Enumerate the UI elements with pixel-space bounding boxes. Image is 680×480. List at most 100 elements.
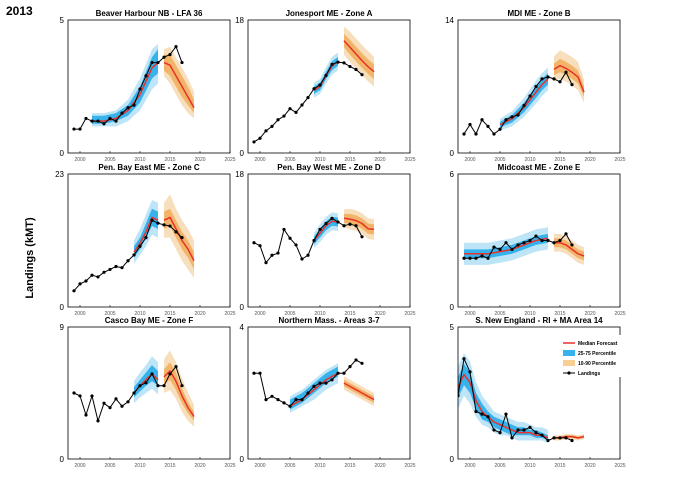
axes-frame [67,173,231,308]
landings-point [522,103,526,108]
landings-point [312,87,316,91]
x-tick-label: 2000 [74,157,85,163]
landings-point [558,436,562,440]
x-tick-label: 2005 [284,463,295,469]
y-tick-label: 0 [450,455,455,464]
landings-point [72,391,76,395]
landings-point [288,404,292,408]
axes-frame [247,326,411,460]
landings-point [480,412,484,416]
forecast-median-line [163,370,195,417]
x-tick-label: 2010 [134,463,145,469]
landings-point [348,222,352,226]
landings-point [96,119,100,123]
panel-title: Casco Bay ME - Zone F [105,316,194,325]
landings-point [516,113,520,117]
landings-point [294,110,298,114]
axes-frame [457,173,621,308]
landings-point [300,257,304,261]
landings-point [162,55,166,59]
landings-point [504,412,508,416]
x-tick-label: 2010 [524,463,535,469]
landings-point [156,60,160,65]
y-tick-label: 0 [60,455,65,464]
plot-area [72,350,195,427]
panel-title: MDI ME - Zone B [507,9,570,18]
landings-point [558,238,562,243]
landings-point [258,371,262,375]
landings-point [78,127,82,131]
panel-title: Pen. Bay East ME - Zone C [98,163,200,172]
landings-point [270,124,274,128]
plot-area [462,227,585,265]
landings-point [162,223,166,227]
landings-point [150,218,154,222]
y-tick-label: 0 [450,149,455,158]
axes-frame [247,173,411,308]
hindcast-median-line [464,237,549,255]
x-tick-label: 2005 [104,157,115,163]
x-tick-label: 2000 [74,311,85,317]
x-tick-label: 2025 [614,311,625,317]
landings-point [330,216,334,220]
landings-point [90,273,94,277]
panel-3: MDI ME - Zone B 14 0 2000 2005 2010 2015 2020 20… [445,9,626,163]
landings-point [510,436,514,440]
landings-point [552,436,556,440]
legend-swatch-landings-marker [567,371,571,375]
landings-point [312,238,316,243]
y-tick-label: 0 [60,303,65,312]
plot-area [458,353,585,444]
x-tick-label: 2000 [254,463,265,469]
landings-point [174,230,178,234]
landings-point [138,244,142,248]
landings-point [78,282,82,286]
forecast-median-line [553,64,585,93]
x-tick-label: 2010 [524,311,535,317]
landings-point [342,61,346,65]
forecast-25-75-band [164,208,194,270]
landings-point [168,372,172,376]
hindcast-10-90-band [458,353,548,444]
panel-2: Jonesport ME - Zone A 18 0 2000 2005 2010 2015… [235,9,416,163]
landings-point [522,241,526,245]
y-tick-label: 18 [235,170,244,179]
legend-label: Median Forecast [578,341,618,347]
landings-point [504,118,508,122]
x-tick-label: 2010 [314,311,325,317]
landings-point [540,433,544,437]
landings-point [318,227,322,232]
landings-point [570,83,574,87]
x-tick-label: 2025 [404,463,415,469]
x-tick-label: 2020 [374,311,385,317]
landings-line [253,61,363,143]
hindcast-25-75-band [92,49,158,124]
x-tick-label: 2010 [134,157,145,163]
panel-6: Midcoast ME - Zone E 6 0 2000 2005 2010 2015 20… [450,163,626,317]
forecast-median-line [554,241,585,257]
figure-title: 2013 [6,4,33,18]
landings-point [126,259,130,263]
axes-frame [457,19,621,154]
landings-point [252,241,256,245]
landings-point [78,394,82,398]
landings-point [264,261,268,265]
landings-point [468,370,472,374]
landings-point [180,60,184,65]
x-tick-label: 2010 [524,157,535,163]
landings-point [174,45,178,49]
x-tick-label: 2005 [284,311,295,317]
landings-point [552,241,556,245]
landings-point [474,132,478,136]
landings-point [480,118,484,122]
landings-point [462,357,466,361]
landings-point [132,103,136,107]
landings-point [564,70,568,74]
x-tick-label: 2020 [194,311,205,317]
landings-point [294,243,298,247]
y-tick-label: 5 [450,323,455,332]
forecast-median-line [343,382,375,401]
x-tick-label: 2025 [614,463,625,469]
landings-point [336,371,340,375]
panel-9: S. New England - RI + MA Area 14 5 0 2000 20… [450,316,626,469]
